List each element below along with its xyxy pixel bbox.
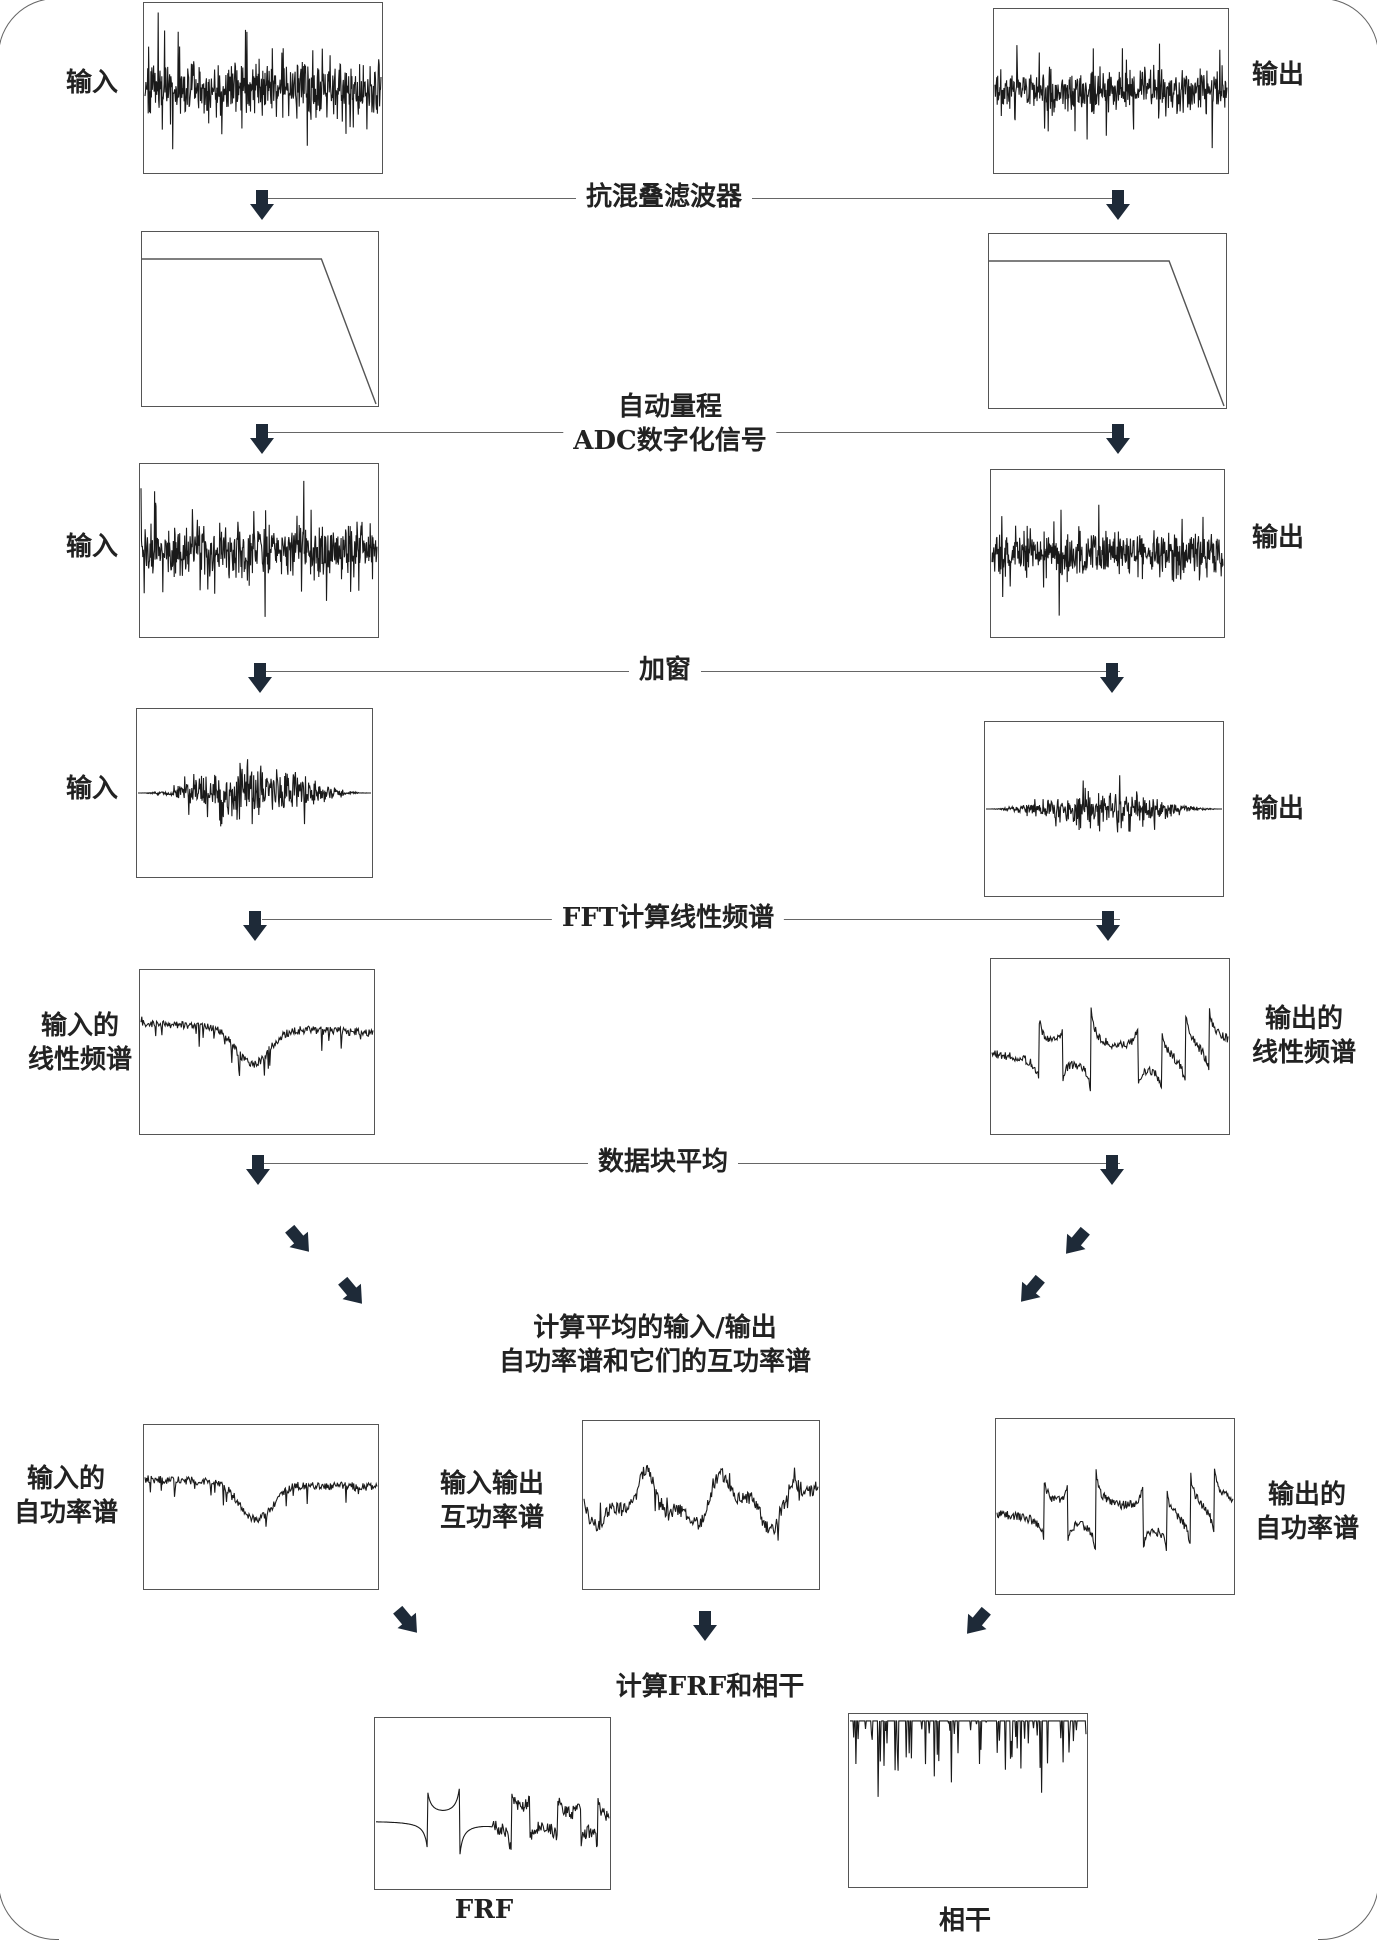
input-windowed-signal-plot	[136, 708, 373, 878]
stage-frf-coherence-text: 计算FRF和相干	[615, 1672, 805, 1702]
output-linear-spectrum-label: 输出的 线性频谱	[1252, 1002, 1356, 1070]
signal-trace	[583, 1464, 819, 1541]
signal-trace	[144, 12, 382, 150]
output-auto-power-spectrum-plot	[995, 1418, 1235, 1595]
input-linear-label-line1: 输入的	[41, 1011, 120, 1041]
stage-frf-coherence: 计算FRF和相干	[605, 1670, 815, 1704]
signal-trace	[996, 1468, 1234, 1551]
input-linear-label-line2: 线性频谱	[28, 1045, 133, 1075]
input-windowed-label: 输入	[66, 772, 118, 806]
down-arrow-right-window	[1100, 663, 1124, 693]
signal-trace	[144, 1475, 378, 1527]
input-windowed-label-text: 输入	[66, 774, 119, 804]
signal-trace	[991, 1007, 1229, 1092]
down-arrow-left-block-average	[246, 1155, 270, 1185]
output-digitized-label: 输出	[1252, 521, 1304, 555]
input-raw-signal-plot	[143, 2, 383, 174]
input-digitized-signal-plot	[139, 463, 379, 638]
down-arrow-left-window	[248, 663, 272, 693]
output-windowed-signal-plot	[984, 721, 1224, 897]
coherence-caption: 相干	[939, 1900, 991, 1937]
output-linear-spectrum-plot	[990, 958, 1230, 1135]
stage-window-text: 加窗	[638, 655, 692, 685]
down-arrow-right-anti-alias	[1106, 190, 1130, 220]
output-auto-label-line1: 输出的	[1268, 1480, 1347, 1510]
output-raw-signal-plot	[993, 8, 1229, 174]
input-linear-spectrum-label: 输入的 线性频谱	[28, 1009, 132, 1077]
down-arrow-left-autorange	[250, 424, 274, 454]
frame-corner-top-left	[0, 0, 59, 59]
diagonal-arrow-left-lower	[338, 1276, 362, 1304]
down-arrow-right-autorange	[1106, 424, 1130, 454]
cross-power-label: 输入输出 互功率谱	[440, 1467, 544, 1535]
input-raw-label-text: 输入	[66, 68, 119, 98]
coherence-caption-text: 相干	[938, 1906, 992, 1936]
output-digitized-signal-plot	[990, 469, 1225, 638]
input-auto-label-line2: 自功率谱	[14, 1498, 119, 1528]
output-windowed-label: 输出	[1252, 792, 1304, 826]
output-raw-label-text: 输出	[1252, 60, 1305, 90]
frf-plot	[374, 1717, 611, 1890]
stage-averaged-spectra: 计算平均的输入/输出 自功率谱和它们的互功率谱	[488, 1311, 822, 1379]
signal-trace	[138, 759, 371, 827]
signal-trace	[986, 775, 1222, 833]
input-digitized-label: 输入	[66, 530, 118, 564]
frame-corner-top-right	[1318, 0, 1377, 59]
down-arrow-right-fft	[1096, 911, 1120, 941]
stage-windowing: 加窗	[628, 653, 702, 687]
output-auto-label-line2: 自功率谱	[1255, 1514, 1360, 1544]
output-linear-label-line2: 线性频谱	[1252, 1038, 1357, 1068]
signal-trace	[376, 1788, 610, 1855]
input-auto-power-label: 输入的 自功率谱	[14, 1462, 118, 1530]
output-digitized-label-text: 输出	[1252, 523, 1305, 553]
input-linear-spectrum-plot	[139, 969, 375, 1135]
diagonal-arrow-left-upper	[285, 1224, 309, 1252]
stage-autorange-adc: 自动量程 ADC数字化信号	[563, 390, 777, 458]
down-arrow-left-anti-alias	[250, 190, 274, 220]
cross-power-label-line1: 输入输出	[440, 1469, 545, 1499]
coherence-plot	[848, 1713, 1088, 1888]
output-linear-label-line1: 输出的	[1265, 1004, 1344, 1034]
diagonal-arrow-right-upper	[1066, 1226, 1090, 1254]
stage-block-average-text: 数据块平均	[597, 1147, 729, 1177]
diagonal-arrow-to-frf-left	[393, 1605, 417, 1633]
frf-caption-text: FRF	[454, 1895, 514, 1925]
frf-caption: FRF	[455, 1895, 514, 1925]
signal-trace	[140, 1016, 374, 1076]
diagonal-arrow-right-lower	[1021, 1274, 1045, 1302]
cross-power-label-line2: 互功率谱	[440, 1503, 545, 1533]
stage-averaged-line2: 自功率谱和它们的互功率谱	[498, 1347, 812, 1377]
output-windowed-label-text: 输出	[1252, 794, 1305, 824]
down-arrow-right-block-average	[1100, 1155, 1124, 1185]
signal-trace	[989, 260, 1225, 407]
cross-power-spectrum-plot	[582, 1420, 820, 1590]
input-digitized-label-text: 输入	[66, 532, 119, 562]
diagonal-arrow-to-frf-right	[967, 1606, 991, 1634]
output-filter-response-plot	[988, 233, 1227, 409]
input-raw-label: 输入	[66, 66, 118, 100]
stage-fft-linear-spectrum: FFT计算线性频谱	[551, 901, 785, 935]
signal-trace	[850, 1720, 1087, 1797]
stage-averaged-line1: 计算平均的输入/输出	[533, 1313, 777, 1343]
input-auto-power-spectrum-plot	[143, 1424, 379, 1590]
stage-autorange-line2: ADC数字化信号	[573, 426, 767, 456]
output-raw-label: 输出	[1252, 58, 1304, 92]
down-arrow-left-fft	[243, 911, 267, 941]
input-filter-response-plot	[141, 231, 379, 407]
signal-trace	[142, 258, 377, 405]
down-arrow-to-frf-center	[693, 1611, 717, 1641]
stage-anti-alias-filter: 抗混叠滤波器	[575, 180, 753, 214]
stage-autorange-line1: 自动量程	[617, 392, 723, 422]
input-auto-label-line1: 输入的	[27, 1464, 106, 1494]
signal-trace	[994, 43, 1228, 149]
stage-block-average: 数据块平均	[587, 1145, 739, 1179]
stage-fft-text: FFT计算线性频谱	[561, 903, 775, 933]
output-auto-power-label: 输出的 自功率谱	[1255, 1478, 1359, 1546]
frame-corner-bottom-right	[1318, 1879, 1377, 1940]
signal-trace	[991, 504, 1224, 616]
frame-corner-bottom-left	[0, 1879, 59, 1940]
signal-trace	[140, 480, 378, 617]
stage-anti-alias-text: 抗混叠滤波器	[585, 182, 743, 212]
